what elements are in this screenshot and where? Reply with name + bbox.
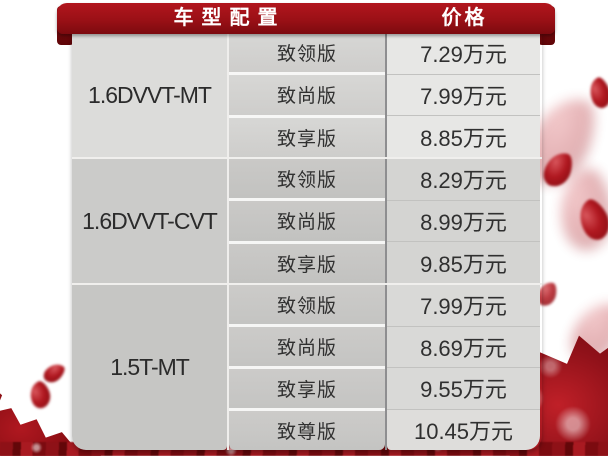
trim-cell: 致享版 — [229, 369, 385, 411]
price-cell: 8.99万元 — [387, 200, 540, 243]
trim-cell: 致尚版 — [229, 75, 385, 118]
trim-cell: 致享版 — [229, 117, 385, 157]
price-column: 7.99万元 8.69万元 9.55万元 10.45万元 — [385, 285, 540, 450]
trim-column: 致领版 致尚版 致享版 — [227, 159, 385, 283]
price-cell: 7.29万元 — [387, 33, 540, 75]
model-group: 1.6DVVT-MT 致领版 致尚版 致享版 7.29万元 7.99万元 8.85万元 — [72, 33, 542, 158]
model-group: 1.5T-MT 致领版 致尚版 致享版 致尊版 7.99万元 8.69万元 9.55万元 10.… — [72, 283, 542, 450]
trim-cell: 致享版 — [229, 243, 385, 283]
price-cell: 7.99万元 — [387, 74, 540, 117]
rose-petal-icon — [25, 378, 55, 412]
trim-cell: 致领版 — [229, 159, 385, 202]
trim-cell: 致尊版 — [229, 411, 385, 450]
trim-cell: 致尚版 — [229, 201, 385, 244]
model-name-cell: 1.5T-MT — [72, 285, 227, 450]
table-header-ribbon: 车型配置 价格 — [57, 3, 555, 34]
price-cell: 9.85万元 — [387, 242, 540, 284]
trim-cell: 致领版 — [229, 33, 385, 76]
trim-column: 致领版 致尚版 致享版 致尊版 — [227, 285, 385, 450]
trim-column: 致领版 致尚版 致享版 — [227, 33, 385, 157]
price-table: 1.6DVVT-MT 致领版 致尚版 致享版 7.29万元 7.99万元 8.85万元 1.6… — [72, 33, 542, 450]
price-column-header: 价格 — [441, 7, 488, 29]
model-name-cell: 1.6DVVT-CVT — [72, 159, 227, 283]
model-name-cell: 1.6DVVT-MT — [72, 33, 227, 157]
config-column-header: 车型配置 — [173, 7, 286, 29]
trim-cell: 致领版 — [229, 285, 385, 327]
price-cell: 7.99万元 — [387, 285, 540, 327]
price-cell: 8.85万元 — [387, 116, 540, 158]
model-group: 1.6DVVT-CVT 致领版 致尚版 致享版 8.29万元 8.99万元 9.85万元 — [72, 157, 542, 284]
price-cell: 8.29万元 — [387, 159, 540, 201]
rose-petal-icon — [40, 359, 68, 387]
price-cell: 9.55万元 — [387, 368, 540, 410]
price-column: 7.29万元 7.99万元 8.85万元 — [385, 33, 540, 158]
trim-cell: 致尚版 — [229, 327, 385, 369]
price-cell: 8.69万元 — [387, 326, 540, 368]
price-cell: 10.45万元 — [387, 409, 540, 450]
price-column: 8.29万元 8.99万元 9.85万元 — [385, 159, 540, 284]
